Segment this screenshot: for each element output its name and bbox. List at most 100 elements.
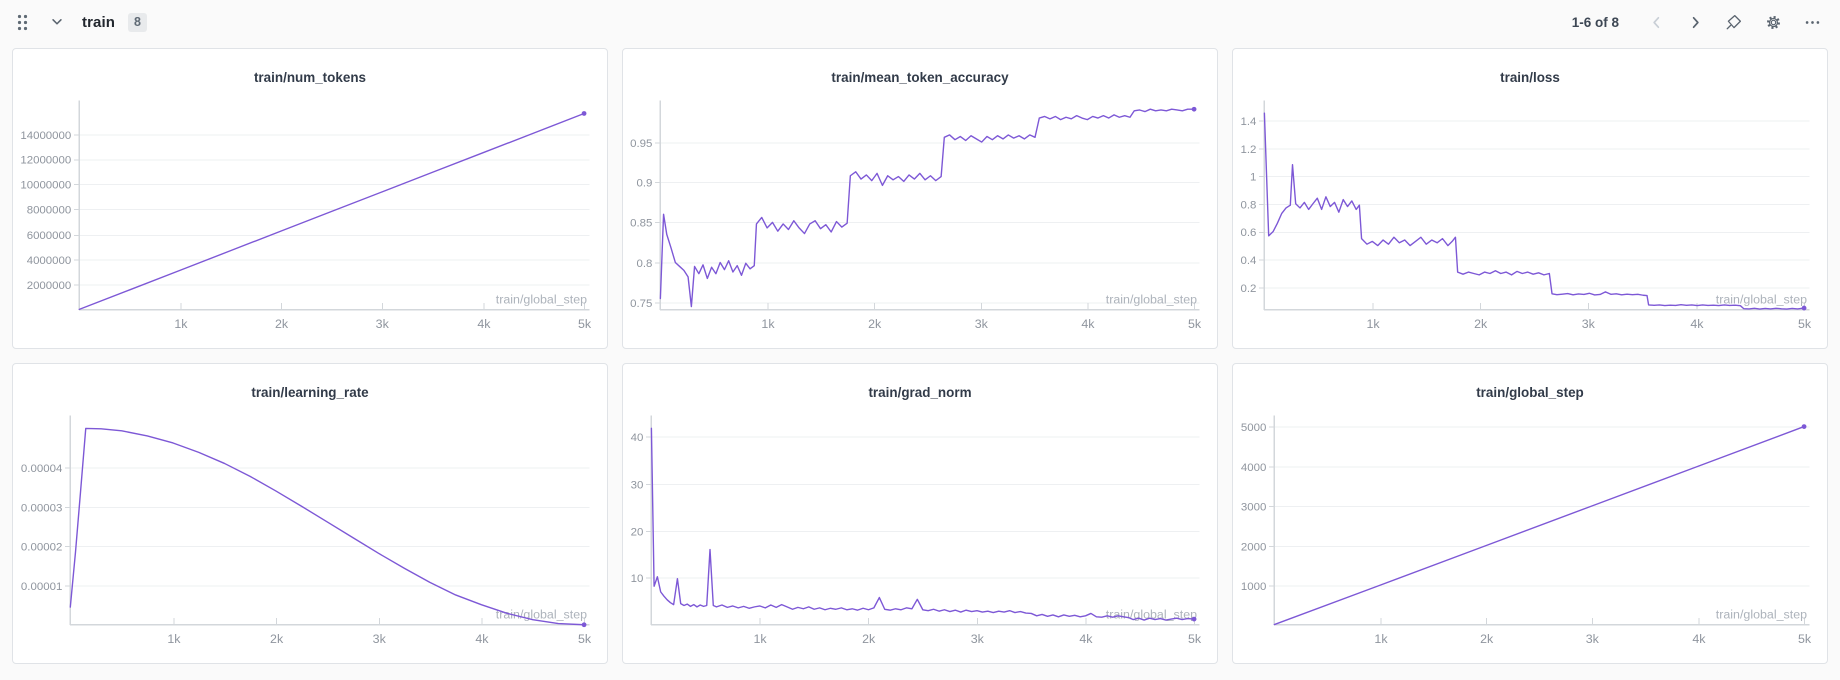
x-axis-title: train/global_step [1716,607,1807,621]
x-axis-title: train/global_step [496,292,587,306]
x-tick-label: 1k [1366,317,1380,331]
x-tick-label: 5k [578,317,592,331]
y-tick-label: 1.2 [1240,144,1256,156]
pagination-label: 1-6 of 8 [1571,14,1619,30]
x-tick-label: 2k [275,317,289,331]
collapse-section-button[interactable] [45,10,69,34]
series-end-dot [1191,106,1197,112]
chevron-right-icon [1692,16,1699,28]
y-tick-label: 5000 [1241,422,1266,434]
x-axis-title: train/global_step [1106,292,1197,306]
series-end-dot [581,111,587,116]
series-end-dot [581,622,587,628]
chart-panel-grad_norm[interactable]: 10 20 30 40 1k 2k 3k 4k 5k train/global_step train… [622,363,1218,664]
panel-count-badge: 8 [128,12,147,32]
x-tick-label: 5k [1798,317,1812,331]
toolbar-right-group: 1-6 of 8 [1572,10,1824,34]
y-tick-label: 0.4 [1240,255,1257,267]
x-tick-label: 2k [1480,632,1494,646]
section-settings-button[interactable] [1761,10,1785,34]
chart-num_tokens: 2000000 4000000 6000000 8000000 10000000 1200… [20,70,592,331]
x-tick-label: 4k [477,317,491,331]
y-tick-label: 0.8 [1240,199,1256,211]
chart-global_step: 1000 2000 3000 4000 5000 1k 2k 3k 4k 5k train/glob… [1241,385,1812,646]
toolbar-left-group: train 8 [12,10,147,34]
x-tick-label: 3k [971,632,985,646]
y-tick-label: 6000000 [27,230,72,242]
overflow-menu-icon [1805,20,1819,24]
y-tick-label: 0.85 [630,217,652,229]
y-tick-label: 10 [631,573,644,585]
chart-panel-mean_token_accuracy[interactable]: 0.75 0.8 0.85 0.9 0.95 1k 2k 3k 4k 5k train/global… [622,48,1218,349]
series-line-train [659,108,1195,308]
x-tick-label: 4k [1690,317,1704,331]
series-line-train [78,112,585,311]
previous-page-button[interactable] [1644,10,1668,34]
chart-title: train/num_tokens [254,70,366,85]
series-end-dot [1801,424,1807,429]
x-tick-label: 3k [975,317,989,331]
chart-title: train/grad_norm [868,385,971,400]
chart-title: train/global_step [1476,385,1584,400]
series-line-train [1263,112,1805,310]
y-tick-label: 20 [631,526,644,538]
x-tick-label: 1k [761,317,775,331]
chart-panel-learning_rate[interactable]: 0.00001 0.00002 0.00003 0.00004 1k 2k 3k 4k 5k tr… [12,363,608,664]
y-tick-label: 0.95 [630,138,652,150]
series-end-dot [1191,616,1197,622]
x-tick-label: 1k [753,632,767,646]
x-tick-label: 2k [862,632,876,646]
y-tick-label: 0.00001 [21,581,62,593]
y-tick-label: 8000000 [27,204,72,216]
x-tick-label: 3k [1586,632,1600,646]
chart-panel-num_tokens[interactable]: 2000000 4000000 6000000 8000000 10000000 1200… [12,48,608,349]
section-toolbar: train 8 1-6 of 8 [0,0,1840,44]
series-line-train [1273,425,1805,626]
chart-panel-global_step[interactable]: 1000 2000 3000 4000 5000 1k 2k 3k 4k 5k train/glob… [1232,363,1828,664]
y-tick-label: 0.00003 [21,503,62,515]
x-tick-label: 4k [475,632,489,646]
next-page-button[interactable] [1683,10,1707,34]
panel-grid: 2000000 4000000 6000000 8000000 10000000 1200… [0,44,1840,664]
x-tick-label: 4k [1079,632,1093,646]
chart-panel-loss[interactable]: 0.2 0.4 0.6 0.8 1 1.2 1.4 1k 2k 3k 4k 5k train/globa… [1232,48,1828,349]
chart-title: train/mean_token_accuracy [831,70,1009,85]
series-line-train [69,427,585,626]
x-tick-label: 4k [1692,632,1706,646]
series-line-train [650,427,1195,621]
y-tick-label: 0.75 [630,298,652,310]
chevron-left-icon [1652,16,1659,28]
x-tick-label: 2k [1474,317,1488,331]
pin-section-button[interactable] [1722,10,1746,34]
drag-handle[interactable] [12,10,32,34]
y-tick-label: 0.8 [636,258,652,270]
chevron-down-icon [52,19,62,25]
y-tick-label: 2000000 [27,280,72,292]
x-tick-label: 5k [1188,632,1202,646]
x-tick-label: 2k [868,317,882,331]
y-tick-label: 0.00002 [21,541,62,553]
y-tick-label: 40 [631,432,644,444]
chart-mean_token_accuracy: 0.75 0.8 0.85 0.9 0.95 1k 2k 3k 4k 5k train/global… [630,70,1202,331]
y-tick-label: 4000000 [27,255,72,267]
y-tick-label: 12000000 [20,155,71,167]
x-axis-title: train/global_step [496,607,587,621]
overflow-menu-button[interactable] [1800,10,1824,34]
x-tick-label: 5k [1798,632,1812,646]
chart-title: train/learning_rate [251,385,368,400]
y-tick-label: 0.6 [1240,227,1256,239]
series-end-dot [1801,305,1807,311]
x-tick-label: 3k [373,632,387,646]
x-tick-label: 2k [270,632,284,646]
y-tick-label: 14000000 [20,130,71,142]
y-tick-label: 10000000 [20,180,71,192]
pin-icon [1726,14,1742,30]
x-axis-title: train/global_step [1716,292,1807,306]
y-tick-label: 4000 [1241,462,1266,474]
x-tick-label: 5k [578,632,592,646]
x-tick-label: 4k [1081,317,1095,331]
y-tick-label: 1 [1250,172,1256,184]
chart-title: train/loss [1500,70,1560,85]
section-title: train [82,13,116,31]
